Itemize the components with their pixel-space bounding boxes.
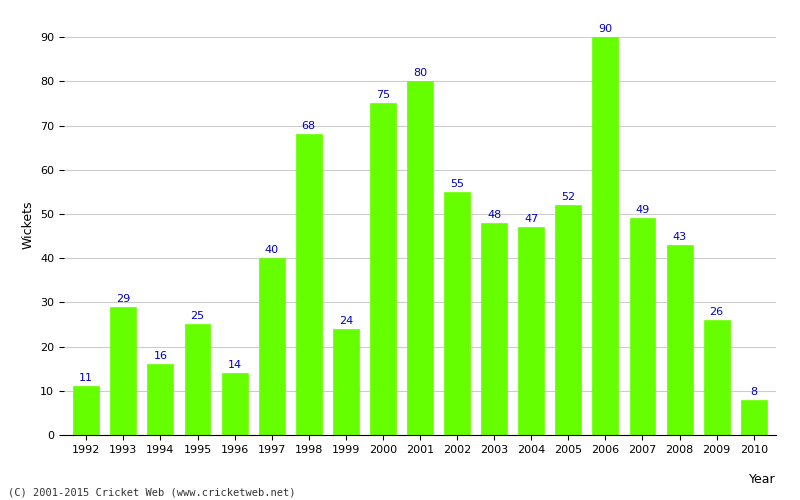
Bar: [370, 104, 396, 435]
Bar: [296, 134, 322, 435]
Text: Year: Year: [750, 473, 776, 486]
Bar: [630, 218, 655, 435]
Bar: [666, 245, 693, 435]
Text: 40: 40: [265, 245, 278, 255]
Text: 47: 47: [524, 214, 538, 224]
Text: 43: 43: [673, 232, 686, 242]
Bar: [481, 223, 507, 435]
Bar: [407, 82, 433, 435]
Text: 80: 80: [413, 68, 427, 78]
Text: 29: 29: [116, 294, 130, 304]
Text: 48: 48: [487, 210, 502, 220]
Text: 14: 14: [227, 360, 242, 370]
Text: 52: 52: [562, 192, 575, 202]
Bar: [74, 386, 99, 435]
Text: 11: 11: [79, 374, 94, 384]
Bar: [185, 324, 210, 435]
Bar: [741, 400, 766, 435]
Bar: [704, 320, 730, 435]
Bar: [593, 37, 618, 435]
Text: 8: 8: [750, 386, 758, 396]
Text: 49: 49: [635, 206, 650, 216]
Bar: [110, 307, 136, 435]
Bar: [147, 364, 174, 435]
Bar: [222, 373, 247, 435]
Text: 24: 24: [338, 316, 353, 326]
Bar: [518, 227, 544, 435]
Bar: [258, 258, 285, 435]
Bar: [555, 205, 582, 435]
Text: 16: 16: [154, 351, 167, 361]
Text: 75: 75: [376, 90, 390, 101]
Text: 25: 25: [190, 312, 205, 322]
Text: 26: 26: [710, 307, 724, 317]
Bar: [444, 192, 470, 435]
Text: 68: 68: [302, 122, 316, 132]
Y-axis label: Wickets: Wickets: [22, 200, 34, 249]
Text: (C) 2001-2015 Cricket Web (www.cricketweb.net): (C) 2001-2015 Cricket Web (www.cricketwe…: [8, 488, 295, 498]
Text: 55: 55: [450, 178, 464, 188]
Bar: [333, 329, 359, 435]
Text: 90: 90: [598, 24, 613, 34]
